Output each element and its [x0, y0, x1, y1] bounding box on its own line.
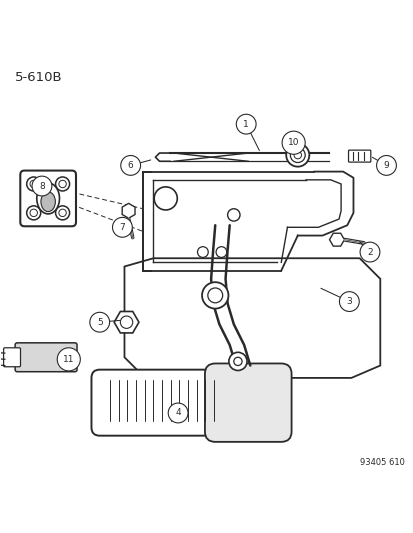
FancyBboxPatch shape [15, 343, 77, 372]
Text: 6: 6 [128, 161, 133, 170]
Text: 10: 10 [287, 138, 299, 147]
FancyBboxPatch shape [4, 348, 21, 367]
Text: 4: 4 [175, 408, 180, 417]
Circle shape [202, 282, 228, 309]
Text: 1: 1 [243, 119, 249, 128]
Ellipse shape [37, 183, 59, 214]
FancyBboxPatch shape [20, 171, 76, 227]
Circle shape [359, 242, 379, 262]
FancyBboxPatch shape [204, 364, 291, 442]
Text: 3: 3 [346, 297, 351, 306]
Circle shape [55, 206, 69, 220]
Circle shape [228, 352, 247, 370]
Circle shape [236, 114, 256, 134]
FancyBboxPatch shape [348, 150, 370, 162]
Circle shape [57, 348, 80, 371]
Circle shape [112, 217, 132, 237]
Polygon shape [124, 259, 380, 378]
Circle shape [168, 403, 188, 423]
Circle shape [121, 156, 140, 175]
Text: 7: 7 [119, 223, 125, 232]
Circle shape [281, 131, 304, 154]
Text: 8: 8 [39, 182, 45, 190]
Text: 93405 610: 93405 610 [359, 458, 404, 466]
Circle shape [90, 312, 109, 332]
Circle shape [285, 143, 309, 167]
Circle shape [339, 292, 358, 311]
Circle shape [376, 156, 395, 175]
Text: 11: 11 [63, 355, 74, 364]
Ellipse shape [41, 192, 55, 212]
FancyBboxPatch shape [91, 370, 231, 435]
Circle shape [26, 177, 40, 191]
Circle shape [55, 177, 69, 191]
Circle shape [32, 176, 52, 196]
Text: 5-610B: 5-610B [15, 70, 63, 84]
Text: 9: 9 [383, 161, 388, 170]
Circle shape [26, 206, 40, 220]
Text: 2: 2 [366, 247, 372, 256]
Text: 5: 5 [97, 318, 102, 327]
